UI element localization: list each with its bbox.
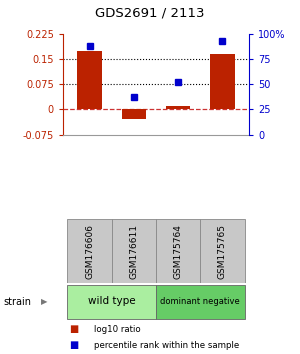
Bar [68,285,156,319]
Text: GSM176611: GSM176611 [129,224,138,279]
Bar [156,285,244,319]
Bar [156,219,200,283]
Bar [166,106,190,109]
Text: ▶: ▶ [40,297,47,306]
Bar [210,54,235,109]
Bar [122,109,146,119]
Text: dominant negative: dominant negative [160,297,240,306]
Text: GDS2691 / 2113: GDS2691 / 2113 [95,6,205,19]
Bar [68,219,112,283]
Text: ■: ■ [69,340,78,350]
Text: GSM175765: GSM175765 [218,224,227,279]
Bar [112,219,156,283]
Text: log10 ratio: log10 ratio [94,325,141,334]
Text: GSM176606: GSM176606 [85,224,94,279]
Text: wild type: wild type [88,296,136,306]
Text: GSM175764: GSM175764 [174,224,183,279]
Text: ■: ■ [69,324,78,334]
Text: percentile rank within the sample: percentile rank within the sample [94,341,240,350]
Bar [200,219,244,283]
Text: strain: strain [3,297,31,307]
Bar [77,51,102,109]
